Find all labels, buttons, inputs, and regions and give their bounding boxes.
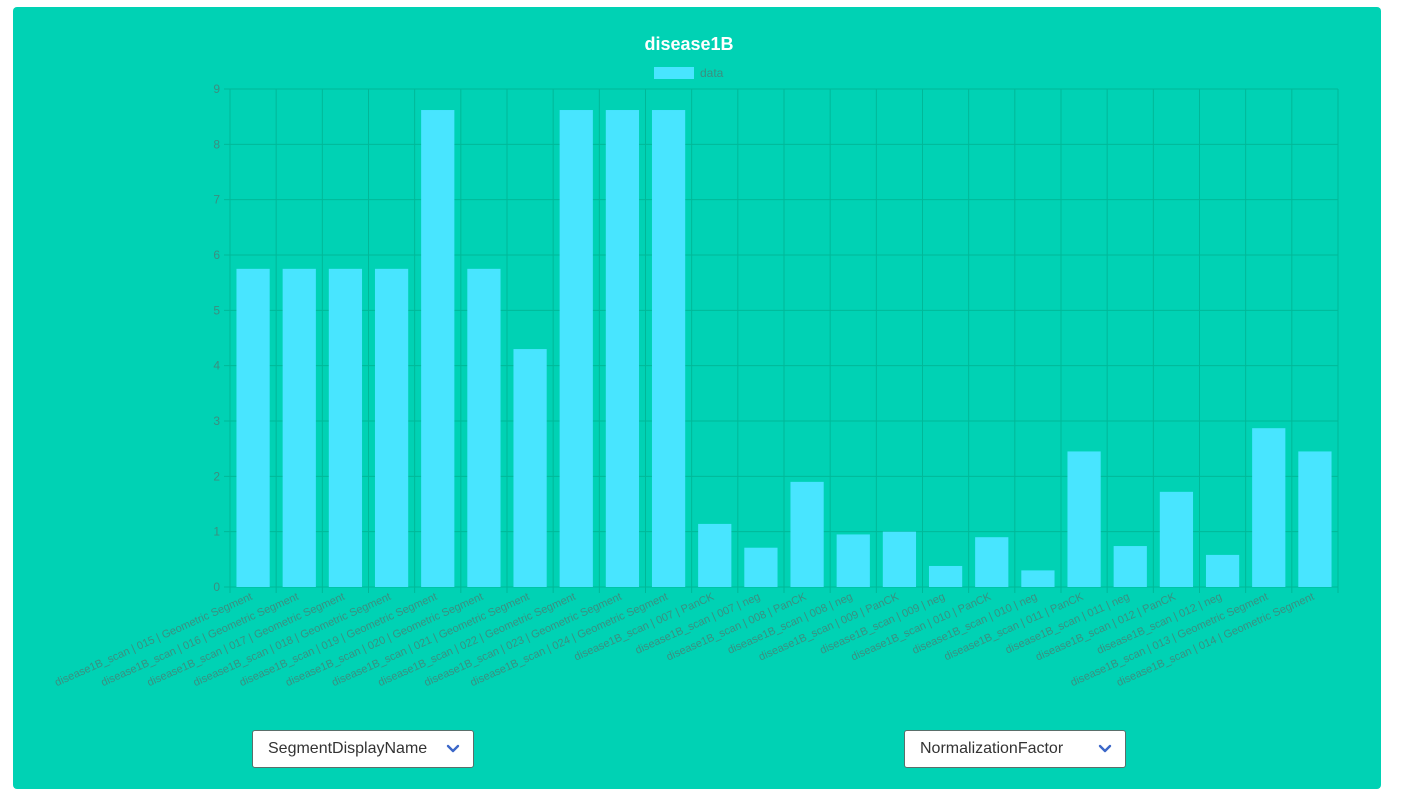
chart-legend[interactable]: data	[654, 66, 724, 80]
bar[interactable]	[651, 110, 686, 587]
y-tick-label: 7	[213, 193, 220, 207]
bar[interactable]	[1252, 428, 1286, 587]
chart-grid	[224, 88, 1339, 593]
bar[interactable]	[1298, 451, 1332, 587]
y-tick-label: 2	[213, 469, 220, 483]
legend-label: data	[700, 66, 724, 80]
bar[interactable]	[328, 268, 363, 587]
y-tick-label: 4	[213, 359, 220, 373]
bar[interactable]	[744, 547, 778, 587]
bar-series	[236, 110, 1332, 587]
bar[interactable]	[467, 268, 501, 587]
bar[interactable]	[1205, 554, 1240, 587]
y-tick-label: 9	[213, 82, 220, 96]
y-axis: 0 1 2 3 4 5 6 7 8 9	[213, 82, 220, 594]
bar[interactable]	[605, 110, 640, 587]
bar[interactable]	[928, 565, 963, 587]
y-tick-label: 0	[213, 580, 220, 594]
y-axis-field-value: NormalizationFactor	[920, 740, 1064, 757]
y-tick-label: 3	[213, 414, 220, 428]
bar[interactable]	[421, 110, 455, 587]
y-tick-label: 8	[213, 137, 220, 151]
x-axis: disease1B_scan | 015 | Geometric Segment…	[53, 591, 1316, 690]
chart-title: disease1B	[644, 34, 733, 54]
x-axis-field-value: SegmentDisplayName	[268, 740, 428, 757]
bar[interactable]	[1159, 491, 1194, 587]
bar[interactable]	[559, 110, 593, 587]
y-tick-label: 5	[213, 303, 220, 317]
bar[interactable]	[374, 268, 409, 587]
bar[interactable]	[882, 531, 917, 587]
bar[interactable]	[698, 523, 732, 587]
x-axis-field-select[interactable]: SegmentDisplayName	[252, 730, 474, 768]
bar[interactable]	[282, 268, 316, 587]
y-tick-label: 1	[213, 525, 220, 539]
bar[interactable]	[790, 481, 824, 587]
bar[interactable]	[975, 537, 1009, 587]
bar[interactable]	[836, 534, 870, 587]
bar[interactable]	[1113, 546, 1147, 587]
legend-swatch	[654, 67, 694, 79]
y-tick-label: 6	[213, 248, 220, 262]
bar[interactable]	[236, 268, 270, 587]
bar[interactable]	[1021, 570, 1055, 587]
chevron-down-icon	[1085, 731, 1125, 767]
y-axis-field-select[interactable]: NormalizationFactor	[904, 730, 1126, 768]
bar[interactable]	[1067, 451, 1101, 587]
chevron-down-icon	[433, 731, 473, 767]
bar[interactable]	[513, 349, 547, 587]
